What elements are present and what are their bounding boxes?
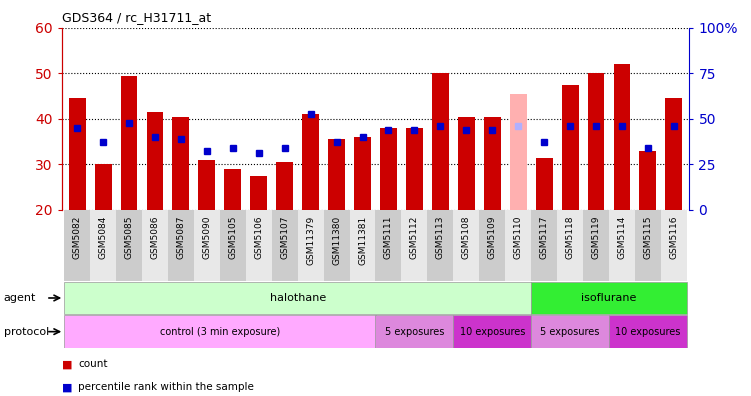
Bar <box>531 316 609 348</box>
Text: GSM5085: GSM5085 <box>125 215 134 259</box>
Text: control (3 min exposure): control (3 min exposure) <box>160 327 280 337</box>
Bar <box>635 210 661 281</box>
Bar <box>69 98 86 210</box>
Bar <box>302 114 319 210</box>
Text: 10 exposures: 10 exposures <box>460 327 525 337</box>
Bar <box>168 210 194 281</box>
Text: halothane: halothane <box>270 293 326 303</box>
Text: GSM5082: GSM5082 <box>73 215 82 259</box>
Bar <box>297 210 324 281</box>
Text: GSM5110: GSM5110 <box>514 215 523 259</box>
Bar <box>225 169 241 210</box>
Bar <box>454 210 479 281</box>
Bar <box>557 210 583 281</box>
Bar <box>116 210 142 281</box>
Bar <box>510 94 526 210</box>
Bar <box>614 64 630 210</box>
Text: GSM5116: GSM5116 <box>669 215 678 259</box>
Text: GSM5114: GSM5114 <box>617 215 626 259</box>
Bar <box>406 128 423 210</box>
Text: ■: ■ <box>62 382 72 392</box>
Bar <box>661 210 687 281</box>
Bar <box>380 128 397 210</box>
Text: count: count <box>78 359 107 369</box>
Text: GDS364 / rc_H31711_at: GDS364 / rc_H31711_at <box>62 11 211 24</box>
Bar <box>276 162 293 210</box>
Bar <box>90 210 116 281</box>
Text: GSM11380: GSM11380 <box>332 215 341 265</box>
Bar <box>246 210 272 281</box>
Bar <box>64 316 376 348</box>
Text: 10 exposures: 10 exposures <box>615 327 680 337</box>
Bar <box>272 210 297 281</box>
Bar <box>535 158 553 210</box>
Bar <box>484 116 501 210</box>
Bar <box>665 98 682 210</box>
Text: GSM5108: GSM5108 <box>462 215 471 259</box>
Bar <box>324 210 349 281</box>
Bar <box>458 116 475 210</box>
Bar <box>349 210 376 281</box>
Bar <box>64 282 531 314</box>
Bar <box>640 150 656 210</box>
Text: GSM5119: GSM5119 <box>592 215 601 259</box>
Text: GSM5115: GSM5115 <box>644 215 653 259</box>
Text: isoflurane: isoflurane <box>581 293 637 303</box>
Bar <box>220 210 246 281</box>
Bar <box>250 176 267 210</box>
Text: ■: ■ <box>62 359 72 369</box>
Text: 5 exposures: 5 exposures <box>385 327 444 337</box>
Text: protocol: protocol <box>4 327 49 337</box>
Bar <box>354 137 371 210</box>
Text: GSM5087: GSM5087 <box>176 215 185 259</box>
Bar <box>376 316 454 348</box>
Text: GSM5105: GSM5105 <box>228 215 237 259</box>
Bar <box>531 282 687 314</box>
Text: percentile rank within the sample: percentile rank within the sample <box>78 382 254 392</box>
Bar <box>198 160 216 210</box>
Text: GSM11381: GSM11381 <box>358 215 367 265</box>
Text: GSM5112: GSM5112 <box>410 215 419 259</box>
Text: GSM5111: GSM5111 <box>384 215 393 259</box>
Text: GSM11379: GSM11379 <box>306 215 315 265</box>
Bar <box>454 316 531 348</box>
Text: GSM5117: GSM5117 <box>540 215 549 259</box>
Text: GSM5086: GSM5086 <box>150 215 159 259</box>
Bar <box>609 210 635 281</box>
Bar <box>609 316 687 348</box>
Bar <box>328 139 345 210</box>
Bar <box>479 210 505 281</box>
Bar <box>432 73 449 210</box>
Bar <box>121 76 137 210</box>
Bar <box>376 210 402 281</box>
Text: GSM5084: GSM5084 <box>98 215 107 259</box>
Bar <box>562 85 578 210</box>
Bar <box>142 210 168 281</box>
Bar <box>531 210 557 281</box>
Text: GSM5107: GSM5107 <box>280 215 289 259</box>
Bar <box>427 210 454 281</box>
Bar <box>173 116 189 210</box>
Bar <box>402 210 427 281</box>
Text: GSM5118: GSM5118 <box>566 215 575 259</box>
Text: agent: agent <box>4 293 36 303</box>
Bar <box>146 112 164 210</box>
Bar <box>95 164 111 210</box>
Text: GSM5090: GSM5090 <box>202 215 211 259</box>
Bar <box>64 210 90 281</box>
Bar <box>505 210 531 281</box>
Text: 5 exposures: 5 exposures <box>541 327 600 337</box>
Text: GSM5106: GSM5106 <box>255 215 264 259</box>
Bar <box>587 73 605 210</box>
Text: GSM5113: GSM5113 <box>436 215 445 259</box>
Text: GSM5109: GSM5109 <box>487 215 496 259</box>
Bar <box>583 210 609 281</box>
Bar <box>194 210 220 281</box>
